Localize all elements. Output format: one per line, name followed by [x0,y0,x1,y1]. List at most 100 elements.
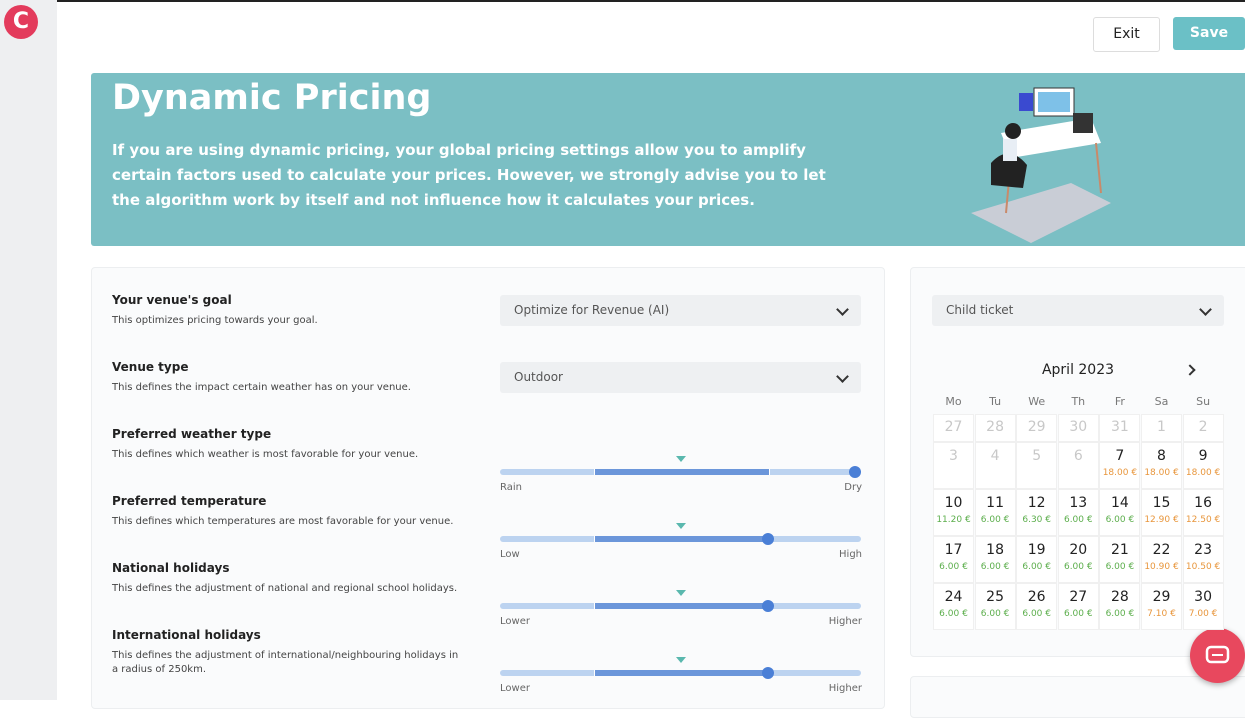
calendar-day[interactable]: 23 10.50 € [1182,536,1224,583]
slider-min-label: Low [500,549,520,560]
chat-icon [1205,645,1230,664]
slider-max-label: Higher [828,683,862,694]
calendar-day[interactable]: 17 6.00 € [933,536,974,583]
slider-knob[interactable] [762,533,774,545]
slider-track[interactable] [500,600,861,612]
day-number: 30 [1069,419,1088,435]
illustration [971,87,1111,243]
default-marker [676,456,686,462]
month-title: April 2023 [1041,362,1115,378]
day-number: 27 [944,419,963,435]
setting-label: National holidays [112,561,230,575]
day-number: 29 [1027,419,1046,435]
day-number: 5 [1032,448,1042,464]
day-number: 30 [1194,589,1212,605]
setting-description: This defines which weather is most favor… [112,449,419,460]
day-price: 10.50 € [1185,562,1221,572]
slider-range [594,670,770,676]
day-number: 6 [1073,448,1083,464]
calendar-day[interactable]: 22 10.90 € [1141,536,1182,583]
calendar-day[interactable]: 26 6.00 € [1016,583,1058,630]
day-price: 18.00 € [1144,468,1179,478]
chat-button[interactable] [1190,628,1245,683]
calendar-day[interactable]: 13 6.00 € [1057,489,1099,536]
day-price: 6.00 € [939,562,968,572]
day-price: 11.20 € [936,515,971,525]
slider-track[interactable] [500,466,861,478]
calendar-day: 5 [1016,442,1058,489]
calendar-day[interactable]: 19 6.00 € [1016,536,1058,583]
default-marker [676,657,686,663]
banner-text: If you are using dynamic pricing, your g… [112,141,826,209]
exit-button[interactable]: Exit [1093,17,1160,52]
logo[interactable]: C [4,5,38,39]
calendar-day[interactable]: 11 6.00 € [974,489,1016,536]
banner [91,73,1245,246]
day-number: 16 [1194,495,1212,511]
calendar-day[interactable]: 20 6.00 € [1057,536,1099,583]
day-price: 7.10 € [1147,609,1176,619]
weekday: Tu [989,395,1002,408]
slider-max-label: High [839,549,862,560]
slider-track[interactable] [500,533,861,545]
ticket-dropdown[interactable]: Child ticket [932,295,1224,326]
slider-knob[interactable] [849,466,861,478]
day-number: 31 [1110,419,1129,435]
day-number: 1 [1157,419,1166,435]
day-price: 18.00 € [1185,468,1221,478]
day-price: 6.30 € [1022,515,1051,525]
calendar-day: 28 [974,414,1016,442]
setting-label: Preferred temperature [112,494,267,508]
day-price: 18.00 € [1102,468,1138,478]
calendar-day[interactable]: 15 12.90 € [1141,489,1182,536]
day-price: 6.00 € [1063,609,1093,619]
weekday: Mo [945,395,962,408]
default-marker [676,590,686,596]
calendar-day[interactable]: 28 6.00 € [1099,583,1141,630]
dropdown-value: Optimize for Revenue (AI) [514,303,670,317]
slider-min-label: Lower [500,683,530,694]
day-price: 6.00 € [1022,609,1051,619]
day-number: 22 [1152,542,1171,558]
calendar-day[interactable]: 12 6.30 € [1016,489,1058,536]
calendar-day[interactable]: 24 6.00 € [933,583,974,630]
calendar-day: 29 [1016,414,1058,442]
day-number: 12 [1027,495,1046,511]
ticket-value: Child ticket [946,303,1014,317]
dropdown[interactable]: Optimize for Revenue (AI) [500,295,861,326]
calendar-day[interactable]: 9 18.00 € [1182,442,1224,489]
day-price: 12.50 € [1185,515,1221,525]
calendar-day[interactable]: 21 6.00 € [1099,536,1141,583]
day-number: 21 [1110,542,1129,558]
calendar-day: 2 [1182,414,1224,442]
day-number: 29 [1152,589,1171,605]
weekday: Th [1071,395,1086,408]
day-price: 6.00 € [1105,562,1135,572]
calendar-day[interactable]: 8 18.00 € [1141,442,1182,489]
day-price: 6.00 € [1105,515,1135,525]
day-price: 12.90 € [1144,515,1179,525]
calendar-day[interactable]: 30 7.00 € [1182,583,1224,630]
slider-knob[interactable] [762,600,774,612]
dropdown[interactable]: Outdoor [500,362,861,393]
day-number: 28 [986,419,1004,435]
calendar-day[interactable]: 10 11.20 € [933,489,974,536]
setting-label: International holidays [112,628,261,642]
slider-track[interactable] [500,667,861,679]
slider-knob[interactable] [762,667,774,679]
default-marker [676,523,686,529]
slider-min-label: Lower [500,616,530,627]
calendar-day[interactable]: 27 6.00 € [1057,583,1099,630]
save-button[interactable]: Save [1173,17,1245,50]
calendar-day[interactable]: 16 12.50 € [1182,489,1224,536]
calendar-day[interactable]: 29 7.10 € [1141,583,1182,630]
calendar-day[interactable]: 25 6.00 € [974,583,1016,630]
day-price: 6.00 € [1105,609,1135,619]
calendar-day[interactable]: 14 6.00 € [1099,489,1141,536]
calendar-day[interactable]: 7 18.00 € [1099,442,1141,489]
weekday: Fr [1114,395,1125,408]
setting-label: Your venue's goal [112,293,232,307]
sidebar [0,0,57,700]
day-number: 9 [1198,448,1208,464]
calendar-day[interactable]: 18 6.00 € [974,536,1016,583]
